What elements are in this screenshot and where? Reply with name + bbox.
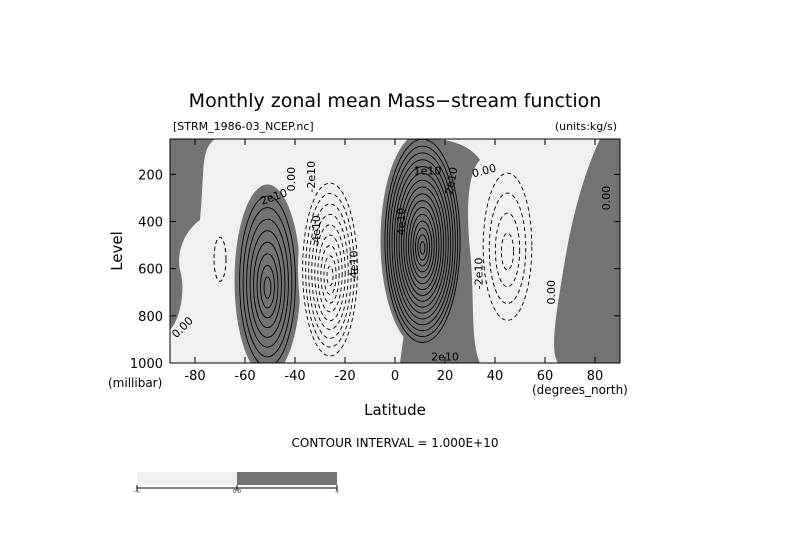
contour-lines xyxy=(213,139,533,363)
positive-contour-line xyxy=(403,193,442,296)
contour-label: 0.00 xyxy=(600,186,613,211)
contour-label: 0.00 xyxy=(545,280,558,305)
file-name-label: [STRM_1986-03_NCEP.nc] xyxy=(173,120,314,133)
x-tick-label: 80 xyxy=(587,369,604,384)
positive-contour-line xyxy=(246,218,289,348)
chart-title: Monthly zonal mean Mass−stream function xyxy=(189,90,602,112)
y-tick-label: 1000 xyxy=(130,357,163,372)
positive-contour-line xyxy=(242,207,293,358)
colorbar-label-neg-inf: -∞ xyxy=(134,489,140,495)
positive-region-south-pole xyxy=(170,139,215,363)
negative-contour-line xyxy=(302,182,358,357)
colorbar: -∞ 0.0 ∞ xyxy=(134,472,339,495)
y-tick-label: 600 xyxy=(138,263,163,278)
contour-label: 2e10 xyxy=(431,351,459,364)
contour-label: -2e10 xyxy=(473,258,486,290)
negative-cell-fill xyxy=(475,153,540,338)
positive-contour-line xyxy=(389,152,456,332)
y-axis-title: Level xyxy=(108,231,126,271)
colorbar-negative-swatch xyxy=(137,472,237,485)
x-unit-label: (degrees_north) xyxy=(532,383,628,397)
x-axis: -80 -60 -40 -20 0 20 40 60 80 xyxy=(184,139,603,384)
x-tick-label: 0 xyxy=(391,369,399,384)
x-axis-title: Latitude xyxy=(364,401,426,419)
positive-region-north-pole xyxy=(554,139,620,363)
positive-contour-line xyxy=(260,264,275,309)
negative-contour-line xyxy=(494,212,521,288)
positive-contour-line xyxy=(400,186,445,302)
y-tick-label: 400 xyxy=(138,216,163,231)
negative-contour-line xyxy=(323,255,337,295)
negative-contour-line xyxy=(488,192,527,304)
units-label: (units:kg/s) xyxy=(555,120,617,133)
x-tick-label: -40 xyxy=(284,369,305,384)
negative-contour-line xyxy=(308,203,352,339)
colorbar-label-pos-inf: ∞ xyxy=(335,489,339,495)
positive-contour-line xyxy=(253,241,282,329)
positive-contour-line xyxy=(391,159,454,326)
negative-contour-line xyxy=(482,172,533,321)
positive-contour-line xyxy=(405,200,440,291)
negative-contour-line xyxy=(305,193,355,348)
contour-label: 0.00 xyxy=(285,167,298,192)
y-tick-label: 800 xyxy=(138,310,163,325)
contour-label: 1e10 xyxy=(414,164,442,177)
positive-contour-line xyxy=(239,195,296,363)
negative-contour-line xyxy=(213,236,227,282)
positive-contour-line xyxy=(396,172,449,314)
negative-contour-line xyxy=(317,234,343,313)
negative-contour-line xyxy=(320,245,340,304)
y-unit-label: (millibar) xyxy=(108,376,162,390)
contour-label: 0.00 xyxy=(471,162,498,181)
x-tick-label: -20 xyxy=(334,369,355,384)
positive-contour-line xyxy=(410,213,435,279)
negative-contour-line xyxy=(314,224,346,322)
positive-contour-line xyxy=(249,230,286,338)
positive-contour-line xyxy=(393,166,452,320)
positive-contour-line xyxy=(386,145,459,338)
positive-contour-line xyxy=(256,253,279,319)
positive-contour-line xyxy=(417,234,428,261)
positive-contour-line xyxy=(407,206,438,285)
contour-label: -4e10 xyxy=(310,215,323,247)
negative-contour-line xyxy=(326,265,334,286)
positive-contour-line xyxy=(415,227,430,267)
x-tick-label: -80 xyxy=(184,369,205,384)
positive-contour-line xyxy=(263,276,272,299)
positive-contour-line xyxy=(419,241,426,255)
y-tick-label: 200 xyxy=(138,168,163,183)
contour-label: -4e10 xyxy=(348,250,361,282)
x-tick-label: 60 xyxy=(537,369,554,384)
negative-contour-line xyxy=(311,213,349,330)
positive-contour-line xyxy=(398,179,447,308)
x-tick-label: 40 xyxy=(487,369,504,384)
positive-contour-line xyxy=(412,220,433,273)
x-tick-label: 20 xyxy=(437,369,454,384)
contour-label: 2e10 xyxy=(443,166,461,196)
x-tick-label: -60 xyxy=(234,369,255,384)
contour-interval-note: CONTOUR INTERVAL = 1.000E+10 xyxy=(292,436,499,450)
positive-cell-fill xyxy=(234,184,301,363)
y-axis: 200 400 600 800 1000 xyxy=(130,168,620,372)
colorbar-label-zero: 0.0 xyxy=(233,489,241,495)
contour-label: -2e10 xyxy=(305,161,318,193)
contour-label: 4e10 xyxy=(395,208,408,236)
colorbar-positive-swatch xyxy=(237,472,337,485)
